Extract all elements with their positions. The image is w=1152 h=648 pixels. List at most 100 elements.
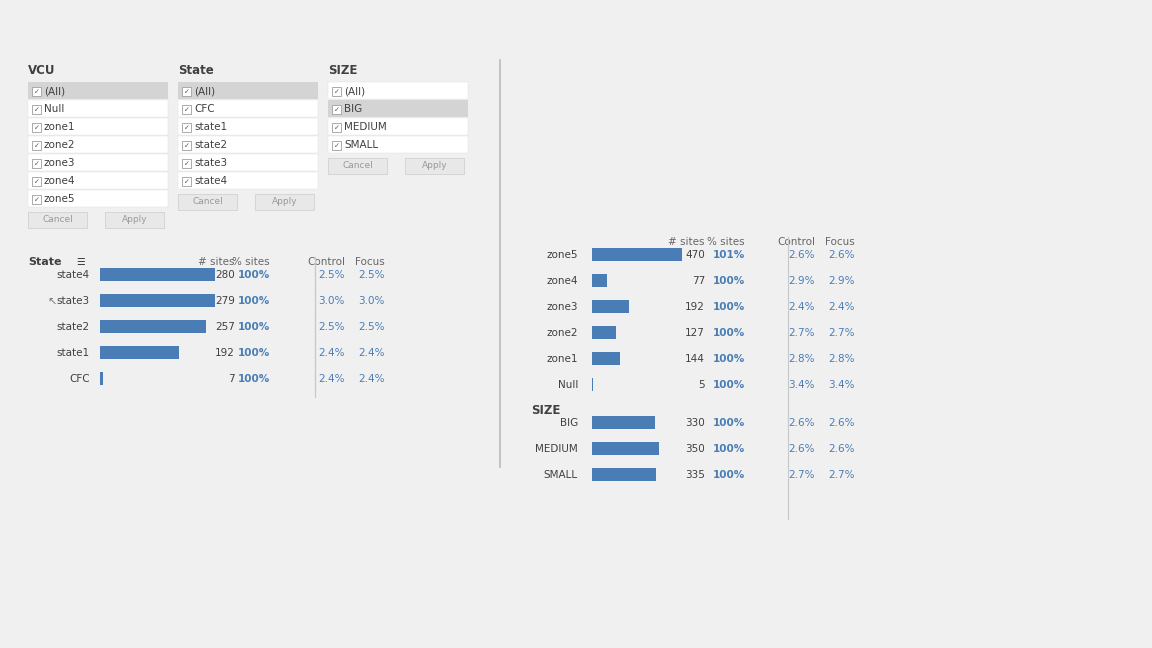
Bar <box>32 122 41 132</box>
Text: zone2: zone2 <box>546 328 578 338</box>
Text: 100%: 100% <box>713 354 745 364</box>
Text: % sites: % sites <box>707 237 745 247</box>
Text: Null: Null <box>44 104 65 114</box>
Bar <box>32 194 41 203</box>
Bar <box>328 100 468 117</box>
Text: # sites: # sites <box>198 257 235 267</box>
Bar <box>100 294 214 307</box>
Text: ✓: ✓ <box>334 143 340 149</box>
Text: 100%: 100% <box>713 470 745 480</box>
Text: state2: state2 <box>194 140 227 150</box>
Text: state4: state4 <box>194 176 227 186</box>
Text: 100%: 100% <box>713 328 745 338</box>
Bar <box>255 194 313 210</box>
Text: 2.5%: 2.5% <box>358 270 385 280</box>
Text: 3.4%: 3.4% <box>788 380 814 390</box>
Text: 2.6%: 2.6% <box>788 418 814 428</box>
Text: ✓: ✓ <box>33 179 39 185</box>
Text: VCU: VCU <box>28 64 55 77</box>
Text: 100%: 100% <box>713 276 745 286</box>
Text: CFC: CFC <box>194 104 214 114</box>
Text: 2.6%: 2.6% <box>828 250 855 260</box>
Text: SMALL: SMALL <box>544 470 578 480</box>
Bar <box>592 442 659 455</box>
Bar <box>592 326 616 339</box>
Text: Null: Null <box>558 380 578 390</box>
Text: 2.6%: 2.6% <box>828 444 855 454</box>
Bar <box>592 468 657 481</box>
Text: ✓: ✓ <box>183 179 189 185</box>
Bar <box>105 212 164 228</box>
Bar <box>328 158 387 174</box>
Text: 2.7%: 2.7% <box>828 328 855 338</box>
Text: 2.4%: 2.4% <box>318 348 344 358</box>
Bar <box>182 122 191 132</box>
Text: (All): (All) <box>194 86 215 96</box>
Text: 127: 127 <box>685 328 705 338</box>
Text: 2.4%: 2.4% <box>358 348 385 358</box>
Text: 2.5%: 2.5% <box>318 270 344 280</box>
Text: 100%: 100% <box>237 270 270 280</box>
Bar <box>179 136 318 153</box>
Bar <box>592 274 607 287</box>
Text: 100%: 100% <box>713 444 745 454</box>
Text: 100%: 100% <box>237 322 270 332</box>
Bar <box>179 172 318 189</box>
Text: BIG: BIG <box>560 418 578 428</box>
Text: Control: Control <box>776 237 814 247</box>
Text: 2.5%: 2.5% <box>318 322 344 332</box>
Text: ✓: ✓ <box>334 89 340 95</box>
Bar <box>32 141 41 150</box>
Text: zone5: zone5 <box>44 194 76 204</box>
Bar <box>28 136 168 153</box>
Text: 77: 77 <box>691 276 705 286</box>
Bar <box>182 141 191 150</box>
Text: state2: state2 <box>56 322 90 332</box>
Text: 2.7%: 2.7% <box>788 470 814 480</box>
Bar <box>28 190 168 207</box>
Text: 2.4%: 2.4% <box>358 374 385 384</box>
Text: 100%: 100% <box>713 418 745 428</box>
Bar <box>592 248 682 261</box>
Text: SIZE: SIZE <box>531 404 560 417</box>
Bar <box>28 212 86 228</box>
Text: Cancel: Cancel <box>342 161 373 170</box>
Text: ☰: ☰ <box>76 257 85 267</box>
Text: state4: state4 <box>56 270 90 280</box>
Text: Apply: Apply <box>272 198 297 207</box>
Bar <box>328 136 468 153</box>
Text: zone5: zone5 <box>546 250 578 260</box>
Text: 335: 335 <box>685 470 705 480</box>
Bar <box>328 82 468 99</box>
Text: 3.0%: 3.0% <box>358 296 385 306</box>
Text: ✓: ✓ <box>183 143 189 149</box>
Text: 279: 279 <box>215 296 235 306</box>
Text: zone1: zone1 <box>44 122 76 132</box>
Text: 2.8%: 2.8% <box>788 354 814 364</box>
Text: ✓: ✓ <box>183 107 189 113</box>
Text: 192: 192 <box>215 348 235 358</box>
Text: ✓: ✓ <box>33 107 39 113</box>
Bar <box>28 172 168 189</box>
Text: zone4: zone4 <box>44 176 76 186</box>
Text: ✓: ✓ <box>33 125 39 131</box>
Text: # sites: # sites <box>668 237 705 247</box>
Text: ✓: ✓ <box>33 197 39 203</box>
Text: Apply: Apply <box>422 161 447 170</box>
Text: zone4: zone4 <box>546 276 578 286</box>
Bar <box>100 346 179 359</box>
Bar <box>328 118 468 135</box>
Text: 2.4%: 2.4% <box>828 302 855 312</box>
Text: zone1: zone1 <box>546 354 578 364</box>
Text: 2.9%: 2.9% <box>788 276 814 286</box>
Bar <box>28 154 168 171</box>
Bar <box>32 159 41 167</box>
Text: 100%: 100% <box>237 348 270 358</box>
Bar <box>592 416 655 429</box>
Bar <box>592 352 620 365</box>
Text: 7: 7 <box>228 374 235 384</box>
Text: 3.4%: 3.4% <box>828 380 855 390</box>
Text: ↖: ↖ <box>47 298 56 308</box>
Bar <box>32 86 41 95</box>
Bar <box>32 104 41 113</box>
